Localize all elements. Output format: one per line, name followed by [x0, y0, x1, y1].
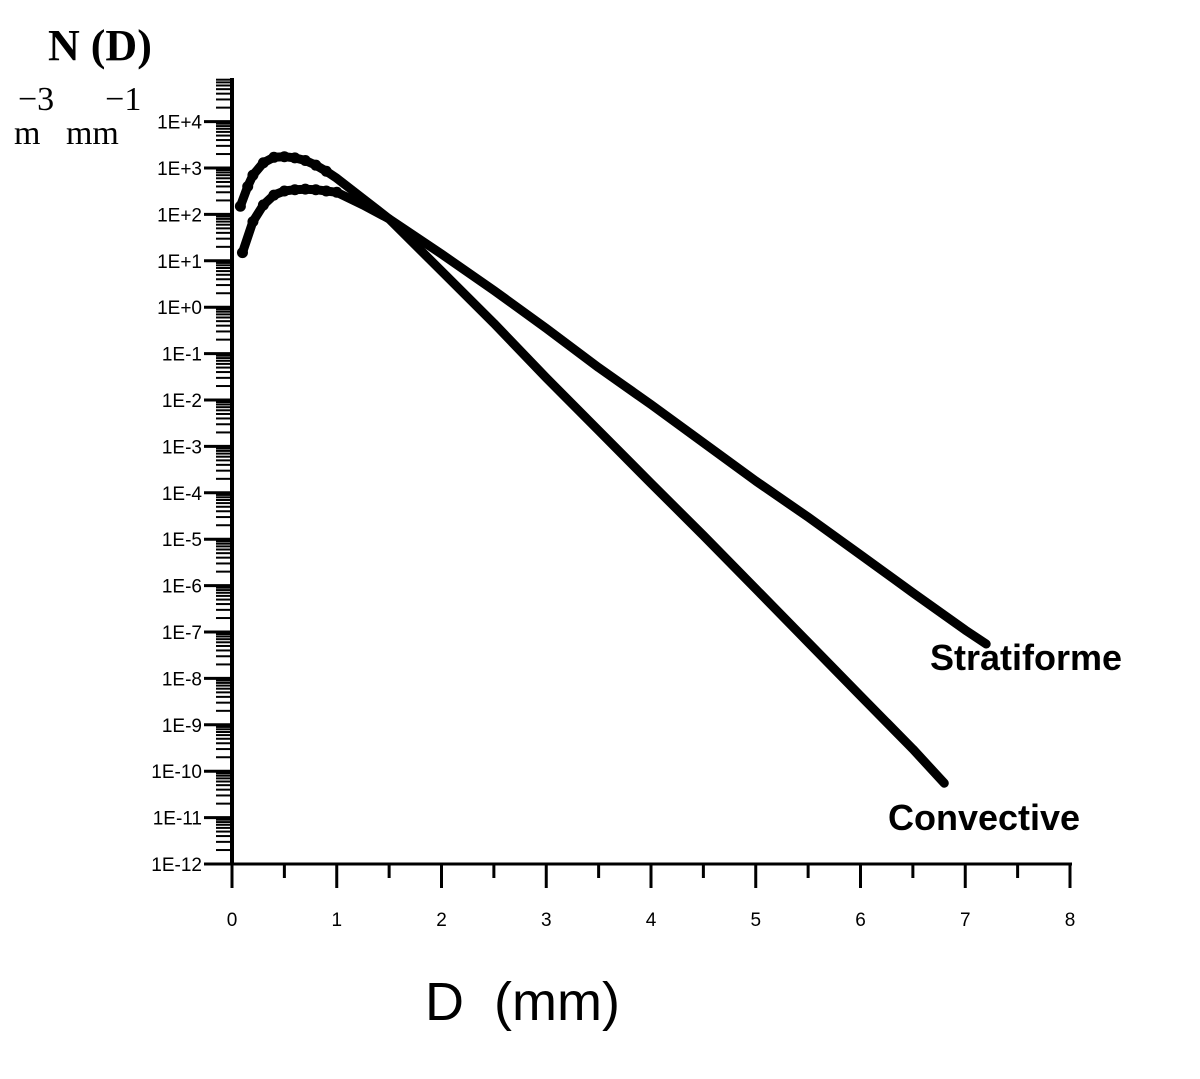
data-point-convective [289, 152, 301, 164]
series-line-stratiforme [238, 184, 991, 649]
y-tick-label: 1E-7 [162, 623, 202, 644]
y-tick-label: 1E-12 [151, 855, 202, 876]
data-point-convective [310, 159, 322, 171]
data-point-stratiforme [236, 247, 248, 259]
y-tick-label: 1E+4 [157, 113, 202, 134]
x-tick-label: 4 [646, 910, 657, 931]
data-point-convective [278, 151, 290, 163]
y-tick-label: 1E-11 [153, 809, 202, 830]
x-axis-ticks [230, 864, 1072, 888]
x-tick-label: 2 [436, 910, 447, 931]
data-point-convective [257, 157, 269, 169]
y-tick-label: 1E-10 [151, 762, 202, 783]
data-point-convective [299, 155, 311, 167]
y-axis-unit-base: m mm [14, 115, 119, 152]
y-tick-label: 1E-9 [162, 716, 202, 737]
series-line-convective [235, 152, 949, 788]
x-axis-title: D (mm) [425, 972, 620, 1032]
y-axis-unit-exponents: −3 −1 [18, 81, 141, 118]
x-tick-label: 8 [1065, 910, 1076, 931]
data-point-convective [320, 165, 332, 177]
y-axis-title: N (D) [48, 21, 152, 70]
data-point-stratiforme [247, 216, 259, 228]
x-tick-label: 7 [960, 910, 971, 931]
x-tick-label: 0 [227, 910, 238, 931]
y-tick-label: 1E-1 [162, 345, 202, 366]
data-point-convective [268, 151, 280, 163]
x-axis-tick-labels: 0 1 2 3 4 5 6 7 8 [227, 910, 1076, 931]
series-label-stratiforme: Stratiforme [930, 637, 1122, 678]
data-point-stratiforme [299, 183, 311, 195]
y-tick-label: 1E+0 [157, 298, 202, 319]
y-tick-label: 1E-5 [162, 530, 202, 551]
y-axis-major-ticks [204, 120, 232, 866]
x-tick-label: 3 [541, 910, 552, 931]
data-point-stratiforme [268, 189, 280, 201]
y-tick-label: 1E-2 [162, 391, 202, 412]
y-tick-label: 1E-6 [162, 577, 202, 598]
data-point-stratiforme [289, 184, 301, 196]
data-point-convective [234, 200, 246, 212]
y-tick-label: 1E+3 [157, 159, 202, 180]
y-tick-label: 1E+1 [157, 252, 202, 273]
y-tick-label: 1E-3 [162, 437, 202, 458]
y-axis-minor-ticks [216, 78, 232, 852]
series-layer [234, 151, 991, 788]
data-point-convective [247, 169, 259, 181]
y-tick-label: 1E-8 [162, 669, 202, 690]
data-point-stratiforme [331, 186, 343, 198]
x-tick-label: 1 [331, 910, 342, 931]
series-label-convective: Convective [888, 797, 1080, 838]
y-tick-label: 1E-4 [162, 484, 203, 505]
data-point-stratiforme [310, 184, 322, 196]
data-point-stratiforme [278, 185, 290, 197]
y-tick-label: 1E+2 [157, 205, 202, 226]
data-point-stratiforme [257, 199, 269, 211]
x-tick-label: 5 [750, 910, 761, 931]
y-axis-tick-labels: 1E-12 1E-11 1E-10 1E-9 1E-8 1E-7 1E-6 1E-5 1E-4 1… [151, 113, 202, 876]
data-point-convective [242, 180, 254, 192]
data-point-stratiforme [320, 185, 332, 197]
x-tick-label: 6 [855, 910, 866, 931]
